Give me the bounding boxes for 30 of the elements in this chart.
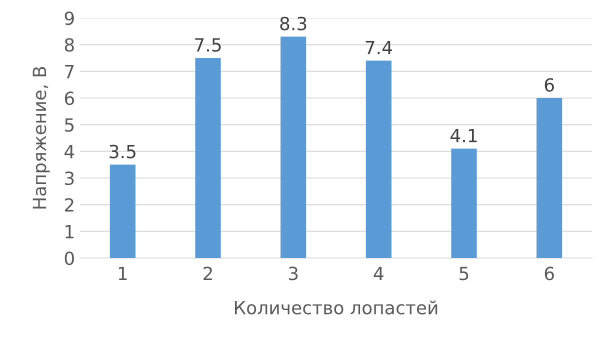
bar <box>451 148 477 258</box>
data-label: 4.1 <box>450 128 477 142</box>
bar <box>110 164 136 258</box>
y-tick-label: 2 <box>64 198 74 212</box>
data-label: 8.3 <box>280 16 306 30</box>
bar <box>280 36 306 258</box>
y-tick-label: 1 <box>66 225 74 238</box>
x-tick-label: 6 <box>544 266 554 280</box>
x-tick-label: 2 <box>204 266 212 280</box>
y-tick-label: 9 <box>64 11 74 26</box>
x-tick-label: 1 <box>118 266 127 280</box>
x-tick-label: 5 <box>460 266 468 280</box>
x-tick-label: 3 <box>288 266 298 280</box>
y-tick-label: 0 <box>64 251 74 266</box>
bar <box>195 58 221 258</box>
data-label: 7.4 <box>366 40 392 54</box>
y-tick-label: 5 <box>65 118 74 132</box>
data-label: 6 <box>544 78 554 92</box>
y-tick-label: 7 <box>65 65 74 78</box>
data-label: 3.5 <box>110 144 136 158</box>
y-tick-label: 3 <box>65 171 74 186</box>
y-tick-label: 4 <box>64 145 74 158</box>
y-tick-label: 8 <box>64 38 74 52</box>
x-axis-title: Количество лопастей <box>235 300 438 314</box>
x-tick-label: 4 <box>374 266 384 280</box>
y-axis-title: Напряжение, В <box>32 66 50 209</box>
bar <box>536 98 562 258</box>
bar <box>366 60 392 258</box>
y-tick-label: 6 <box>64 91 74 106</box>
data-label: 7.5 <box>195 38 221 52</box>
